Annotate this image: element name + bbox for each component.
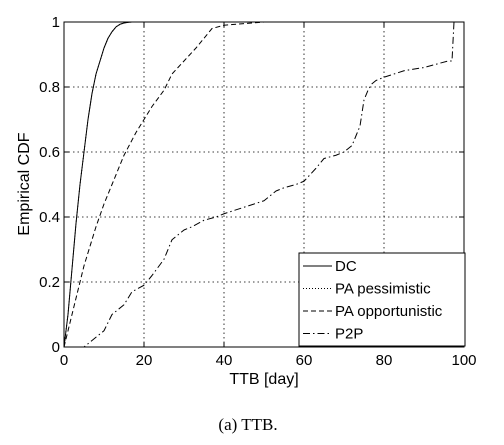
figure-caption: (a) TTB. bbox=[218, 415, 277, 434]
x-tick-label: 40 bbox=[216, 352, 233, 369]
y-tick-label: 0.2 bbox=[39, 274, 60, 291]
x-tick-label: 80 bbox=[376, 352, 393, 369]
y-tick-label: 0 bbox=[52, 339, 60, 356]
axis-ticks bbox=[63, 21, 465, 348]
x-tick-label: 60 bbox=[296, 352, 313, 369]
series-line-pa-opportunistic bbox=[63, 21, 452, 348]
x-tick-label: 100 bbox=[451, 352, 476, 369]
legend-label: P2P bbox=[335, 326, 363, 343]
y-tick-labels: 0 0.2 0.4 0.6 0.8 1 bbox=[39, 14, 60, 356]
x-tick-labels: 0 20 40 60 80 100 bbox=[60, 352, 477, 369]
legend-label: PA pessimistic bbox=[335, 281, 431, 298]
y-axis-label: Empirical CDF bbox=[16, 132, 33, 235]
y-tick-label: 0.8 bbox=[39, 79, 60, 96]
legend-items: DC PA pessimistic PA opportunistic P2P bbox=[303, 258, 443, 343]
series-group bbox=[63, 21, 455, 348]
x-tick-label: 0 bbox=[60, 352, 68, 369]
legend-box bbox=[298, 252, 466, 347]
x-axis-label: TTB [day] bbox=[229, 371, 298, 388]
series-line-pa-pessimistic bbox=[63, 21, 452, 348]
y-tick-label: 1 bbox=[52, 14, 60, 31]
series-line-p2p bbox=[64, 21, 455, 348]
x-tick-label: 20 bbox=[136, 352, 153, 369]
y-tick-label: 0.6 bbox=[39, 144, 60, 161]
legend-label: DC bbox=[335, 258, 357, 275]
y-tick-label: 0.4 bbox=[39, 209, 60, 226]
legend-label: PA opportunistic bbox=[335, 303, 443, 320]
legend: DC PA pessimistic PA opportunistic P2P bbox=[298, 252, 466, 347]
